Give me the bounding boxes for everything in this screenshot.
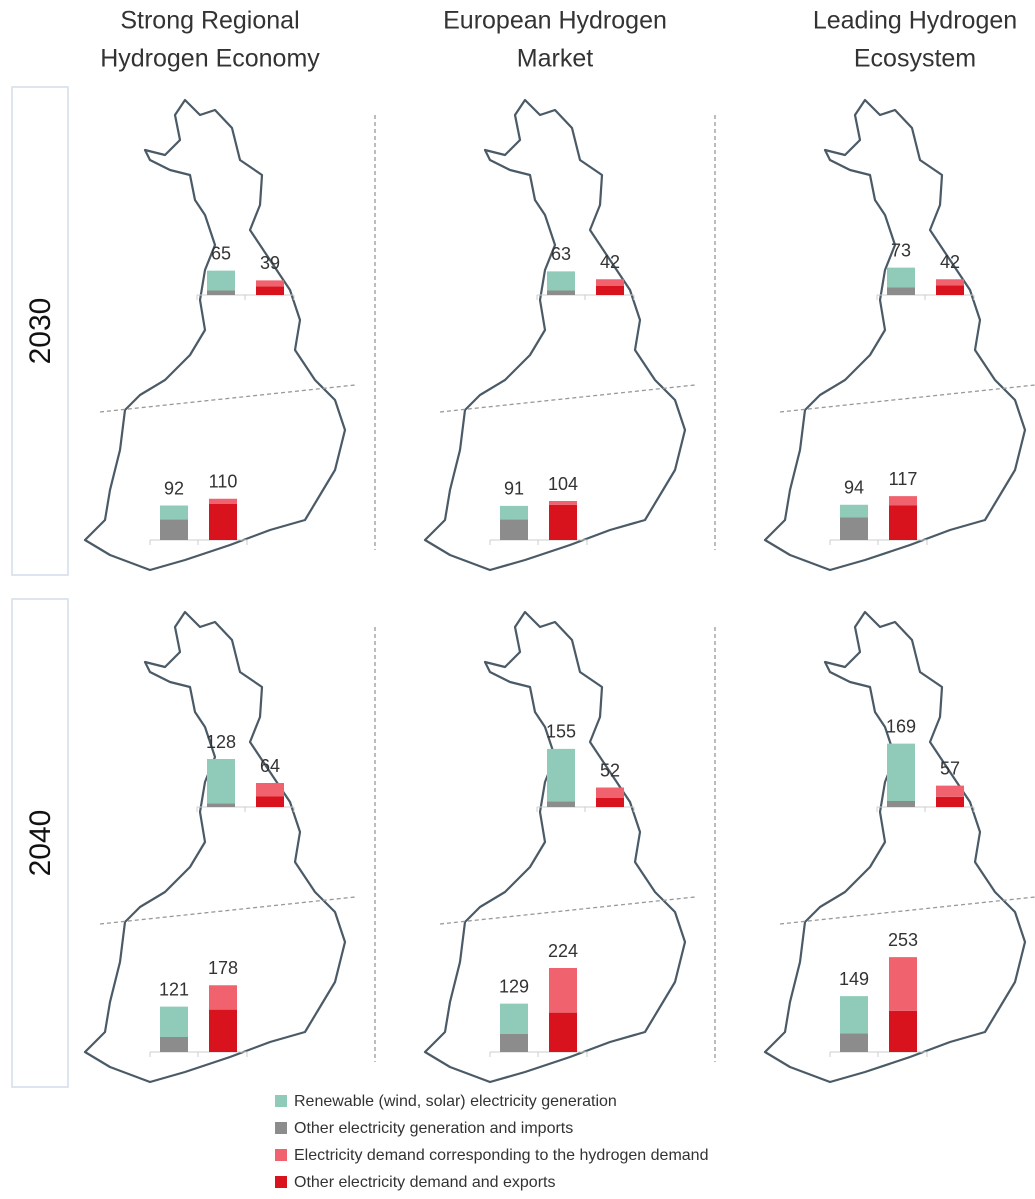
bar-segment (889, 957, 917, 1011)
bar-segment (207, 270, 235, 291)
bar-total: 129 (499, 976, 529, 996)
bar-total: 149 (839, 969, 869, 989)
bar-segment (596, 787, 624, 798)
bar-segment (549, 1012, 577, 1052)
bar-segment (207, 290, 235, 295)
bar-total: 253 (888, 930, 918, 950)
region-divider (99, 384, 356, 413)
bar-segment (887, 743, 915, 801)
bar-segment (889, 505, 917, 540)
bar-segment (596, 286, 624, 295)
legend-swatch (275, 1149, 287, 1161)
bar-total: 52 (600, 760, 620, 780)
bar-total: 121 (159, 979, 189, 999)
bar-segment (547, 271, 575, 291)
bar-segment (889, 1010, 917, 1052)
bar-total: 63 (551, 244, 571, 264)
bar-segment (547, 801, 575, 807)
bar-segment (256, 783, 284, 797)
bar-total: 128 (206, 732, 236, 752)
bar-segment (207, 759, 235, 804)
legend-swatch (275, 1122, 287, 1134)
legend-label: Renewable (wind, solar) electricity gene… (294, 1093, 617, 1110)
bar-segment (936, 796, 964, 807)
bar-segment (887, 287, 915, 295)
region-divider (779, 384, 1035, 413)
bar-segment (889, 496, 917, 506)
bar-segment (160, 519, 188, 540)
bar-segment (549, 968, 577, 1013)
bar-segment (160, 1037, 188, 1052)
legend-label: Other electricity demand and exports (294, 1174, 555, 1191)
bar-total: 92 (164, 478, 184, 498)
bar-segment (256, 280, 284, 287)
scenario-title: European Hydrogen (443, 7, 667, 35)
bar-segment (549, 504, 577, 540)
bar-segment (840, 504, 868, 518)
bar-total: 110 (209, 472, 238, 492)
bar-segment (209, 504, 237, 540)
region-divider (439, 384, 696, 413)
bar-segment (840, 517, 868, 540)
bar-segment (500, 1003, 528, 1034)
bar-total: 117 (889, 469, 918, 489)
bar-total: 73 (891, 240, 911, 260)
bar-total: 39 (260, 253, 280, 273)
scenario-title: Strong Regional (120, 7, 299, 35)
bar-segment (596, 798, 624, 807)
bar-segment (549, 501, 577, 505)
bar-segment (840, 1033, 868, 1052)
legend-swatch (275, 1176, 287, 1188)
legend-label: Other electricity generation and imports (294, 1120, 573, 1137)
bar-total: 64 (260, 756, 280, 776)
bar-segment (547, 748, 575, 802)
bar-total: 42 (940, 252, 960, 272)
bar-segment (207, 803, 235, 807)
scenario-title: Ecosystem (854, 45, 976, 73)
bar-segment (936, 285, 964, 295)
bar-total: 94 (844, 478, 864, 498)
bar-segment (209, 985, 237, 1010)
bar-total: 91 (504, 479, 524, 499)
bar-segment (500, 505, 528, 520)
legend-swatch (275, 1095, 287, 1107)
bar-total: 104 (548, 474, 578, 494)
year-label: 2030 (24, 298, 57, 365)
scenario-title: Market (517, 45, 593, 73)
bar-segment (256, 286, 284, 295)
year-box (11, 598, 69, 1088)
bar-segment (887, 801, 915, 807)
bar-segment (840, 996, 868, 1034)
scenario-title: Leading Hydrogen (813, 7, 1017, 35)
bar-total: 65 (211, 243, 231, 263)
bar-total: 178 (208, 958, 238, 978)
bar-segment (160, 505, 188, 520)
bar-total: 155 (546, 722, 576, 742)
bar-segment (209, 498, 237, 504)
scenario-title: Hydrogen Economy (100, 45, 320, 73)
bar-segment (547, 290, 575, 295)
bar-segment (500, 519, 528, 540)
bar-segment (936, 785, 964, 797)
legend-label: Electricity demand corresponding to the … (294, 1147, 708, 1164)
bar-total: 224 (548, 941, 578, 961)
region-divider (779, 896, 1035, 925)
year-label: 2040 (24, 810, 57, 877)
bar-segment (256, 796, 284, 807)
bar-total: 57 (940, 758, 960, 778)
year-box (11, 86, 69, 576)
bar-segment (596, 279, 624, 286)
region-divider (99, 896, 356, 925)
region-divider (439, 896, 696, 925)
bar-segment (209, 1009, 237, 1052)
bar-segment (936, 279, 964, 286)
bar-segment (160, 1006, 188, 1037)
bar-total: 42 (600, 252, 620, 272)
finland-map (423, 98, 687, 572)
bar-total: 169 (886, 716, 916, 736)
bar-segment (500, 1034, 528, 1052)
bar-segment (887, 267, 915, 288)
